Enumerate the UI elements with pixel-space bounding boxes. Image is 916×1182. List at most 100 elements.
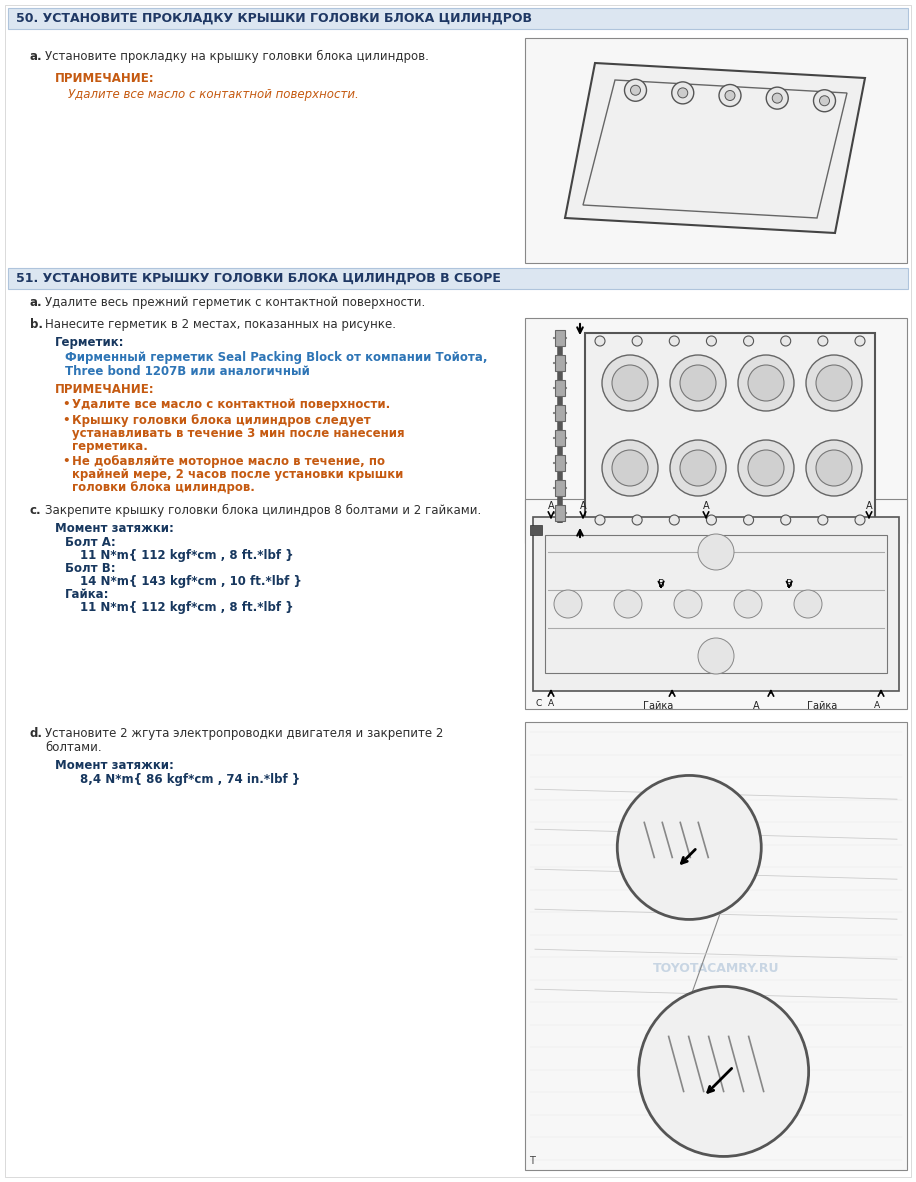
Text: Момент затяжки:: Момент затяжки: <box>55 759 174 772</box>
Text: 51. УСТАНОВИТЕ КРЫШКУ ГОЛОВКИ БЛОКА ЦИЛИНДРОВ В СБОРЕ: 51. УСТАНОВИТЕ КРЫШКУ ГОЛОВКИ БЛОКА ЦИЛИ… <box>16 272 501 285</box>
Circle shape <box>813 90 835 112</box>
Circle shape <box>748 450 784 486</box>
Circle shape <box>780 515 791 525</box>
Text: A: A <box>548 699 554 708</box>
Bar <box>525 499 907 709</box>
Bar <box>533 517 899 691</box>
Text: b.: b. <box>30 318 43 331</box>
Circle shape <box>725 91 735 100</box>
Text: Гайка:: Гайка: <box>65 587 110 600</box>
Circle shape <box>698 534 734 570</box>
Text: •: • <box>62 455 70 468</box>
Circle shape <box>678 87 688 98</box>
Text: ПРИМЕЧАНИЕ:: ПРИМЕЧАНИЕ: <box>55 72 155 85</box>
Circle shape <box>617 775 761 920</box>
Text: Удалите все масло с контактной поверхности.: Удалите все масло с контактной поверхнос… <box>68 87 359 100</box>
Bar <box>525 38 907 264</box>
Circle shape <box>738 355 794 411</box>
Circle shape <box>612 365 648 401</box>
Circle shape <box>670 355 726 411</box>
Circle shape <box>816 365 852 401</box>
Circle shape <box>706 515 716 525</box>
Text: a.: a. <box>30 50 43 63</box>
Bar <box>555 355 565 371</box>
Text: A: A <box>874 701 880 710</box>
Circle shape <box>855 515 865 525</box>
Text: C: C <box>536 699 542 708</box>
Bar <box>555 405 565 421</box>
Circle shape <box>670 336 680 346</box>
Text: Крышку головки блока цилиндров следует: Крышку головки блока цилиндров следует <box>72 414 371 427</box>
Text: A: A <box>866 501 872 511</box>
Text: 8,4 N*m{ 86 kgf*cm , 74 in.*lbf }: 8,4 N*m{ 86 kgf*cm , 74 in.*lbf } <box>80 773 300 786</box>
Circle shape <box>706 336 716 346</box>
Bar <box>525 318 907 543</box>
Circle shape <box>602 440 658 496</box>
Circle shape <box>680 450 716 486</box>
Circle shape <box>767 87 789 109</box>
Circle shape <box>806 440 862 496</box>
Circle shape <box>855 336 865 346</box>
Circle shape <box>744 515 754 525</box>
Text: Закрепите крышку головки блока цилиндров 8 болтами и 2 гайками.: Закрепите крышку головки блока цилиндров… <box>45 504 481 517</box>
Circle shape <box>602 355 658 411</box>
Circle shape <box>738 440 794 496</box>
Text: 11 N*m{ 112 kgf*cm , 8 ft.*lbf }: 11 N*m{ 112 kgf*cm , 8 ft.*lbf } <box>80 600 294 613</box>
Text: Установите прокладку на крышку головки блока цилиндров.: Установите прокладку на крышку головки б… <box>45 50 429 63</box>
Circle shape <box>625 79 647 102</box>
Text: Герметик:: Герметик: <box>55 336 125 349</box>
Bar <box>555 455 565 470</box>
Text: A: A <box>548 501 554 511</box>
Text: TOYOTACAMRY.RU: TOYOTACAMRY.RU <box>653 578 780 591</box>
Circle shape <box>772 93 782 103</box>
Text: T: T <box>529 1156 535 1165</box>
Text: крайней мере, 2 часов после установки крышки: крайней мере, 2 часов после установки кр… <box>72 468 403 481</box>
Text: Болт В:: Болт В: <box>65 561 115 574</box>
Text: Момент затяжки:: Момент затяжки: <box>55 522 174 535</box>
Circle shape <box>794 590 822 618</box>
Text: Болт А:: Болт А: <box>65 535 115 548</box>
Circle shape <box>674 590 702 618</box>
Circle shape <box>612 450 648 486</box>
Bar <box>8 268 908 290</box>
Bar <box>555 379 565 396</box>
Bar <box>555 480 565 496</box>
Bar <box>530 525 542 535</box>
Bar <box>555 330 565 346</box>
Circle shape <box>671 82 693 104</box>
Text: TOYOTACAMRY.RU: TOYOTACAMRY.RU <box>645 163 787 177</box>
Text: Удалите все масло с контактной поверхности.: Удалите все масло с контактной поверхнос… <box>72 398 390 411</box>
Text: •: • <box>62 398 70 411</box>
Circle shape <box>680 365 716 401</box>
Text: головки блока цилиндров.: головки блока цилиндров. <box>72 481 255 494</box>
Circle shape <box>632 515 642 525</box>
Circle shape <box>806 355 862 411</box>
Text: 14 N*m{ 143 kgf*cm , 10 ft.*lbf }: 14 N*m{ 143 kgf*cm , 10 ft.*lbf } <box>80 574 302 587</box>
Text: болтами.: болтами. <box>45 741 102 754</box>
Circle shape <box>818 515 828 525</box>
Text: TOYOTACAMRY.RU: TOYOTACAMRY.RU <box>653 449 780 462</box>
Text: c.: c. <box>30 504 41 517</box>
Text: a.: a. <box>30 296 43 309</box>
Circle shape <box>818 336 828 346</box>
Polygon shape <box>565 63 865 233</box>
Text: •: • <box>62 414 70 427</box>
Text: Гайка: Гайка <box>643 701 673 712</box>
Text: 11 N*m{ 112 kgf*cm , 8 ft.*lbf }: 11 N*m{ 112 kgf*cm , 8 ft.*lbf } <box>80 548 294 561</box>
Text: Фирменный герметик Seal Packing Block от компании Тойота,: Фирменный герметик Seal Packing Block от… <box>65 351 487 364</box>
Text: герметика.: герметика. <box>72 440 147 453</box>
Circle shape <box>595 515 605 525</box>
Bar <box>555 505 565 521</box>
Text: Установите 2 жгута электропроводки двигателя и закрепите 2: Установите 2 жгута электропроводки двига… <box>45 727 443 740</box>
Text: ПРИМЕЧАНИЕ:: ПРИМЕЧАНИЕ: <box>55 383 155 396</box>
Bar <box>545 535 887 673</box>
Text: 50. УСТАНОВИТЕ ПРОКЛАДКУ КРЫШКИ ГОЛОВКИ БЛОКА ЦИЛИНДРОВ: 50. УСТАНОВИТЕ ПРОКЛАДКУ КРЫШКИ ГОЛОВКИ … <box>16 12 532 25</box>
Circle shape <box>670 440 726 496</box>
Bar <box>525 722 907 1170</box>
Circle shape <box>734 590 762 618</box>
Circle shape <box>632 336 642 346</box>
Circle shape <box>698 638 734 674</box>
Bar <box>585 333 875 528</box>
Circle shape <box>630 85 640 96</box>
Circle shape <box>748 365 784 401</box>
